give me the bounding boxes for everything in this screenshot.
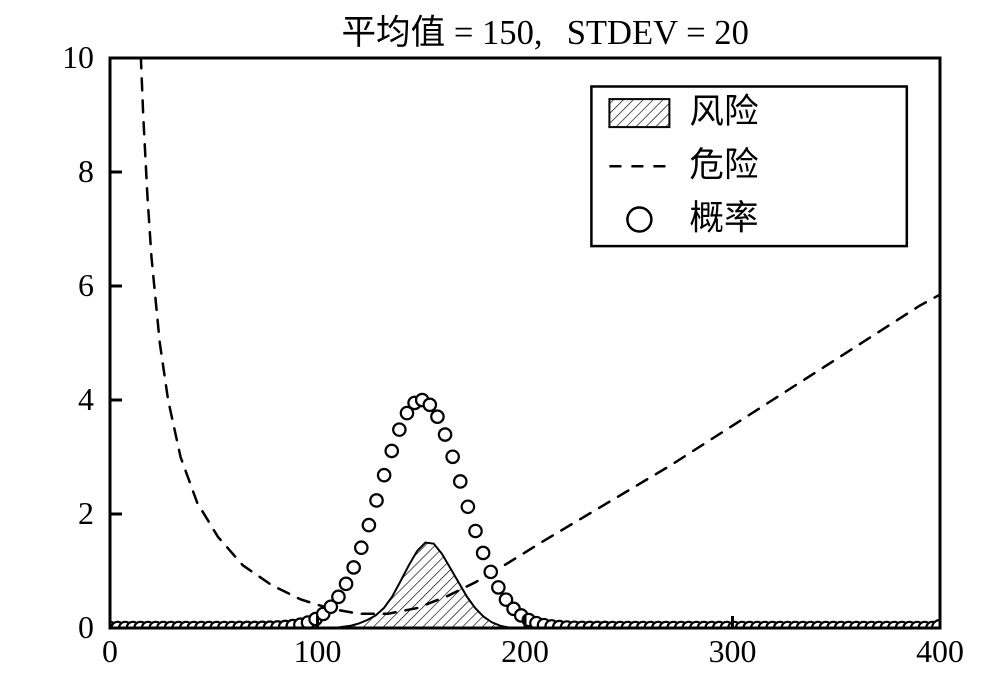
x-tick-label: 200 — [501, 634, 549, 669]
y-tick-label: 8 — [78, 154, 94, 189]
x-tick-label: 300 — [709, 634, 757, 669]
legend-label: 概率 — [689, 200, 758, 238]
x-tick-label: 100 — [294, 634, 342, 669]
probability-marker — [446, 451, 458, 463]
chart-svg: 平均值 = 150, STDEV = 20 0 100 200 300 400 0 2 4 6 8 10… — [0, 0, 1000, 692]
probability-marker — [424, 399, 436, 411]
y-tick-label: 0 — [78, 610, 94, 645]
probability-marker — [393, 423, 405, 435]
probability-marker — [378, 469, 390, 481]
x-tick-label: 0 — [102, 634, 118, 669]
y-tick-label: 4 — [78, 382, 94, 417]
probability-marker — [332, 591, 344, 603]
probability-marker — [370, 494, 382, 506]
probability-marker — [355, 542, 367, 554]
probability-marker — [485, 566, 497, 578]
title-right: STDEV = 20 — [567, 14, 749, 52]
y-tick-label: 6 — [78, 268, 94, 303]
probability-marker — [469, 525, 481, 537]
legend-label: 危险 — [689, 146, 758, 184]
legend: 风险危险概率 — [591, 87, 906, 247]
chart-figure: 平均值 = 150, STDEV = 20 0 100 200 300 400 0 2 4 6 8 10… — [0, 0, 1000, 692]
probability-marker — [431, 410, 443, 422]
probability-marker — [492, 581, 504, 593]
y-tick-label: 10 — [62, 40, 94, 75]
y-tick-label: 2 — [78, 496, 94, 531]
legend-swatch-hatch — [609, 99, 669, 127]
legend-swatch-circle — [627, 208, 651, 232]
probability-marker — [363, 519, 375, 531]
probability-marker — [347, 561, 359, 573]
probability-marker — [386, 445, 398, 457]
probability-marker — [454, 475, 466, 487]
probability-marker — [340, 578, 352, 590]
legend-label: 风险 — [689, 93, 758, 131]
title-left: 平均值 = 150, — [341, 14, 542, 52]
x-tick-label: 400 — [916, 634, 964, 669]
probability-marker — [439, 428, 451, 440]
probability-marker — [462, 501, 474, 513]
probability-marker — [477, 547, 489, 559]
